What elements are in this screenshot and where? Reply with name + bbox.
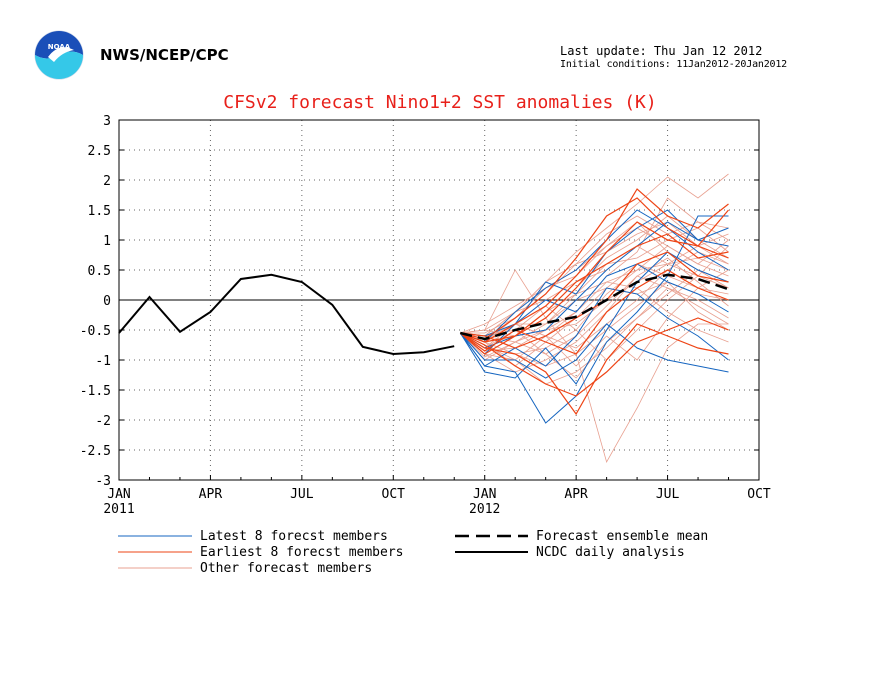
earliest-member-line [460, 197, 729, 340]
ensemble-mean-line [460, 273, 729, 341]
y-tick-label: -1 [95, 354, 111, 369]
legend-latest-label: Latest 8 forecst members [200, 529, 388, 544]
x-tick-label: JUL [290, 487, 314, 502]
legend-analysis-label: NCDC daily analysis [536, 545, 685, 560]
x-ticks: JAN APR JUL OCT JAN APR JUL OCT 2011 2012 [103, 475, 771, 517]
y-tick-label: -0.5 [80, 324, 111, 339]
latest-member-line [460, 263, 729, 337]
earliest-member-line [459, 209, 729, 355]
y-tick-label: -2 [95, 414, 111, 429]
y-tick-label: 0 [103, 294, 111, 309]
other-member-line [460, 245, 729, 361]
latest-member-line [459, 215, 729, 424]
y-tick-label: 1.5 [88, 204, 111, 219]
x-tick-label: APR [199, 487, 223, 502]
earliest-member-line [459, 269, 729, 355]
legend-mean-label: Forecast ensemble mean [536, 529, 708, 544]
grid [119, 120, 759, 480]
y-ticks: 3 2.5 2 1.5 1 0.5 0 -0.5 -1 -1.5 -2 -2.5 -3 [80, 114, 759, 489]
earliest-member-line [460, 317, 729, 397]
ncdc-analysis-line [118, 273, 455, 356]
latest-members [459, 209, 729, 424]
y-tick-label: 2.5 [88, 144, 111, 159]
x-tick-label: JAN [473, 487, 496, 502]
x-tick-label: APR [564, 487, 588, 502]
other-member-line [460, 269, 729, 464]
legend-earliest-label: Earliest 8 forecst members [200, 545, 404, 560]
noaa-logo: NOAA [34, 30, 84, 80]
y-tick-label: -1.5 [80, 384, 111, 399]
analysis-and-mean [118, 273, 729, 356]
other-member-line [460, 263, 729, 367]
other-members [460, 173, 729, 464]
y-tick-label: 0.5 [88, 264, 111, 279]
legend-other-label: Other forecast members [200, 561, 372, 576]
other-member-line [460, 239, 729, 349]
x-tick-label: OCT [747, 487, 771, 502]
latest-member-line [459, 251, 729, 385]
y-tick-label: 3 [103, 114, 111, 129]
legend: Latest 8 forecst members Earliest 8 fore… [118, 529, 708, 576]
y-tick-label: 2 [103, 174, 111, 189]
other-member-line [460, 287, 729, 385]
x-year-label: 2011 [103, 502, 134, 517]
chart-title: CFSv2 forecast Nino1+2 SST anomalies (K) [223, 92, 656, 113]
x-tick-label: JAN [107, 487, 130, 502]
latest-member-line [459, 323, 729, 379]
logo-text: NOAA [48, 43, 71, 51]
last-update: Last update: Thu Jan 12 2012 [560, 44, 763, 58]
org-label: NWS/NCEP/CPC [100, 46, 229, 64]
x-tick-label: JUL [656, 487, 680, 502]
initial-conditions: Initial conditions: 11Jan2012-20Jan2012 [560, 59, 787, 70]
earliest-members [459, 188, 729, 416]
x-year-label: 2012 [469, 502, 500, 517]
y-tick-label: -2.5 [80, 444, 111, 459]
y-tick-label: 1 [103, 234, 111, 249]
earliest-member-line [460, 188, 729, 343]
latest-member-line [459, 287, 729, 367]
earliest-member-line [459, 323, 729, 416]
x-tick-label: OCT [382, 487, 406, 502]
y-tick-label: -3 [95, 474, 111, 489]
latest-member-line [460, 209, 729, 343]
earliest-member-line [460, 233, 729, 343]
